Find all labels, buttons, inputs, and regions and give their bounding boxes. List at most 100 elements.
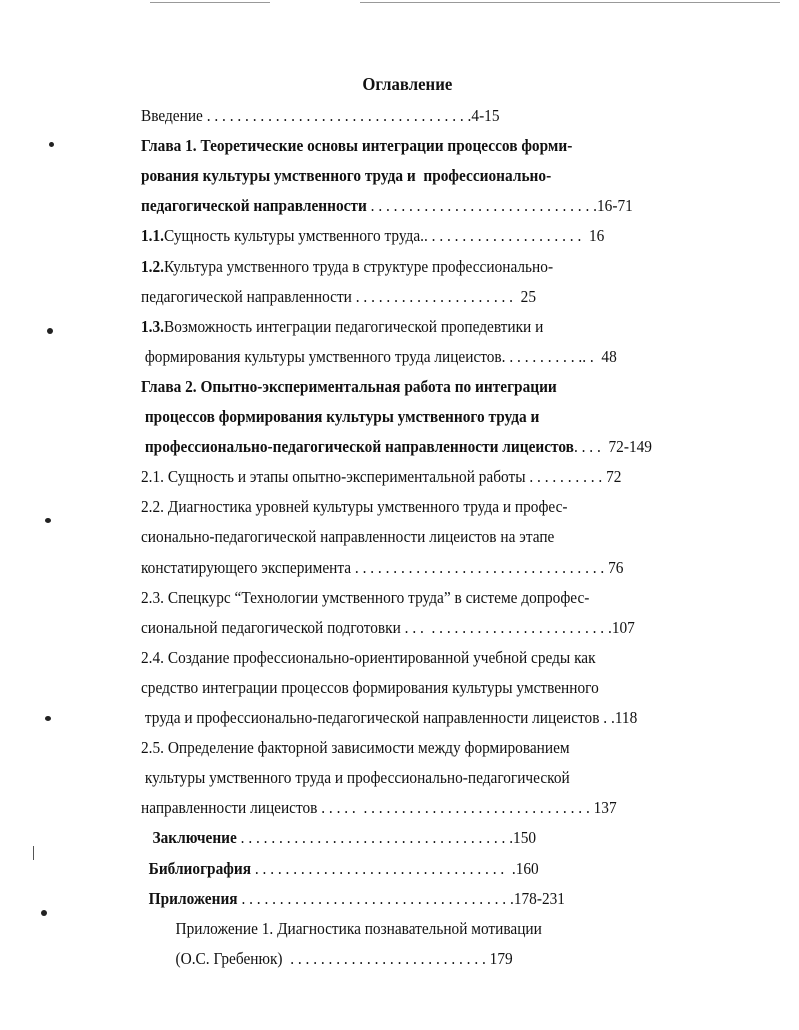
- toc-entry: Введение . . . . . . . . . . . . . . . .…: [141, 106, 500, 126]
- toc-entry-page: 72: [606, 467, 622, 487]
- toc-entry-title: 2.1. Сущность и этапы опытно-эксперимент…: [141, 467, 526, 487]
- toc-entry: Библиография . . . . . . . . . . . . . .…: [141, 859, 539, 879]
- toc-entry: рования культуры умственного труда и про…: [141, 166, 551, 186]
- toc-leader-dots: . . . . . . . . . . . . . . . . . . . . …: [400, 617, 608, 637]
- toc-entry: Приложение 1. Диагностика познавательной…: [141, 919, 542, 939]
- toc-leader-dots: . . . . . . . . . . . . . . . . . . . . …: [366, 196, 597, 216]
- toc-entry-title: Приложения: [141, 888, 238, 908]
- toc-entry-page: 137: [593, 798, 617, 818]
- toc-entry: 2.3. Спецкурс “Технологии умственного тр…: [141, 588, 589, 608]
- toc-entry: направленности лицеистов . . . . . . . .…: [141, 798, 617, 818]
- toc-entry-title: констатирующего эксперимента: [141, 557, 352, 577]
- toc-entry: 2.1. Сущность и этапы опытно-эксперимент…: [141, 467, 621, 487]
- toc-entry-page: 48: [601, 346, 617, 366]
- toc-leader-dots: . . . . . . . . . . . . . . . . . . . . …: [351, 557, 609, 577]
- toc-leader-dots: . . . . . . . . . .: [525, 467, 607, 487]
- toc-entry: процессов формирования культуры умственн…: [141, 407, 540, 427]
- toc-entry-title: Библиография: [141, 858, 252, 878]
- toc-entry-title: педагогической направленности: [141, 286, 352, 306]
- toc-entry: Глава 1. Теоретические основы интеграции…: [141, 136, 572, 156]
- toc-entry-page: 118: [614, 708, 638, 727]
- toc-entry: педагогической направленности . . . . . …: [141, 287, 536, 307]
- toc-entry-title: 2.5. Определение факторной зависимости м…: [141, 738, 570, 758]
- toc-entry-title: сионально-педагогической направленности …: [141, 527, 555, 547]
- toc-entry-title: Приложение 1. Диагностика познавательной…: [141, 918, 542, 938]
- toc-entry: средство интеграции процессов формирован…: [141, 678, 599, 698]
- toc-entry: сионально-педагогической направленности …: [141, 527, 554, 547]
- toc-leader-dots: . . . . . . . . . . . . . . . . . . . . …: [236, 828, 514, 848]
- toc-entry-title: (О.С. Гребенюк): [141, 948, 283, 968]
- toc-leader-dots: . . . . . . . . . . . . . . . . . . . . …: [251, 858, 516, 878]
- scan-speck: [41, 910, 47, 916]
- toc-entry-title: Глава 1. Теоретические основы интеграции…: [141, 136, 573, 156]
- scan-speck: [49, 142, 54, 147]
- toc-entry: профессионально-педагогической направлен…: [141, 437, 652, 457]
- toc-entry: педагогической направленности . . . . . …: [141, 196, 633, 216]
- toc-leader-dots: . . . . . . . . . . . . . . . . . . . . …: [282, 948, 490, 968]
- toc-entry-title: Культура умственного труда в структуре п…: [164, 256, 554, 276]
- toc-entry-title: направленности лицеистов: [141, 798, 318, 818]
- toc-entry: констатирующего эксперимента . . . . . .…: [141, 558, 623, 578]
- toc-entry-title: Глава 2. Опытно-экспериментальная работа…: [141, 376, 557, 396]
- toc-entry-page: 76: [608, 557, 624, 577]
- toc-entry-title: Сущность культуры умственного труда: [164, 226, 421, 246]
- toc-entry: (О.С. Гребенюк) . . . . . . . . . . . . …: [141, 949, 513, 969]
- toc-entry-title: Заключение: [141, 828, 237, 848]
- scan-edge-line: [150, 2, 270, 3]
- toc-entry-number: 1.2.: [141, 256, 165, 276]
- toc-entry: 1.3.Возможность интеграции педагогическо…: [141, 317, 543, 337]
- toc-entry-page: 25: [520, 286, 537, 306]
- toc-entry-number: 1.3.: [141, 316, 165, 336]
- page-title: Оглавление: [362, 74, 453, 94]
- toc-entry-title: Введение: [141, 106, 203, 125]
- toc-entry-page: 178-231: [513, 888, 565, 908]
- toc-leader-dots: . . . . . . . . . . . . . . . . . . . . …: [202, 106, 472, 125]
- toc-entry: 1.2.Культура умственного труда в структу…: [141, 257, 553, 277]
- scan-speck: [45, 518, 51, 523]
- toc-entry: культуры умственного труда и профессиона…: [141, 768, 570, 788]
- toc-entry: формирования культуры умственного труда …: [141, 347, 617, 367]
- toc-entry-page: 16: [588, 226, 605, 246]
- toc-entry: сиональной педагогической подготовки . .…: [141, 618, 635, 638]
- toc-entry-page: 179: [489, 948, 513, 968]
- scan-speck: [45, 716, 51, 721]
- toc-leader-dots: . . . .: [573, 437, 609, 457]
- toc-leader-dots: .. . . . . . . . . . . . . . . . . . . .…: [420, 226, 589, 246]
- toc-entry-title: сиональной педагогической подготовки: [141, 617, 401, 637]
- scan-speck: [47, 328, 53, 334]
- toc-entry-title: средство интеграции процессов формирован…: [141, 677, 599, 697]
- toc-entry-title: 2.3. Спецкурс “Технологии умственного тр…: [141, 587, 590, 607]
- toc-entry-title: процессов формирования культуры умственн…: [141, 407, 540, 426]
- toc-entry-title: труда и профессионально-педагогической н…: [141, 708, 600, 727]
- toc-entry-title: 2.4. Создание профессионально-ориентиров…: [141, 647, 596, 667]
- scan-edge-line: [33, 846, 34, 860]
- toc-leader-dots: . . . . . . . . . . . . . . . . . . . . …: [351, 286, 521, 306]
- toc-entry-title: 2.2. Диагностика уровней культуры умстве…: [141, 497, 568, 517]
- toc-entry-title: формирования культуры умственного труда …: [141, 346, 502, 366]
- toc-entry: 1.1.Сущность культуры умственного труда.…: [141, 226, 604, 246]
- toc-leader-dots: . . . . . . . . . . . . . . . . . . . . …: [237, 888, 514, 908]
- toc-entry: 2.2. Диагностика уровней культуры умстве…: [141, 497, 568, 517]
- toc-entry: Глава 2. Опытно-экспериментальная работа…: [141, 377, 557, 397]
- toc-entry-page: 150: [513, 828, 537, 848]
- toc-entry-title: педагогической направленности: [141, 196, 367, 216]
- toc-entry-page: .107: [607, 617, 635, 637]
- toc-entry-title: рования культуры умственного труда и про…: [141, 166, 552, 186]
- toc-entry: 2.5. Определение факторной зависимости м…: [141, 738, 570, 758]
- scan-edge-line: [360, 2, 780, 3]
- toc-entry-title: Возможность интеграции педагогической пр…: [164, 316, 544, 336]
- toc-entry: труда и профессионально-педагогической н…: [141, 708, 637, 728]
- toc-entry: 2.4. Создание профессионально-ориентиров…: [141, 648, 596, 668]
- toc-leader-dots: . .: [599, 708, 615, 727]
- toc-leader-dots: . . . . . . . . . . . . . . . . . . . . …: [317, 798, 594, 818]
- toc-entry: Приложения . . . . . . . . . . . . . . .…: [141, 889, 565, 909]
- toc-entry-page: 16-71: [596, 196, 633, 216]
- toc-entry-number: 1.1.: [141, 226, 165, 246]
- toc-entry-title: профессионально-педагогической направлен…: [141, 437, 574, 457]
- toc-entry-page: 4-15: [471, 106, 500, 125]
- toc-entry-page: 72-149: [608, 437, 652, 457]
- toc-leader-dots: . . . . . . . . . . .. .: [501, 346, 602, 366]
- toc-entry-title: культуры умственного труда и профессиона…: [141, 768, 570, 788]
- toc-entry: Заключение . . . . . . . . . . . . . . .…: [141, 828, 537, 848]
- toc-entry-page: 160: [515, 858, 539, 878]
